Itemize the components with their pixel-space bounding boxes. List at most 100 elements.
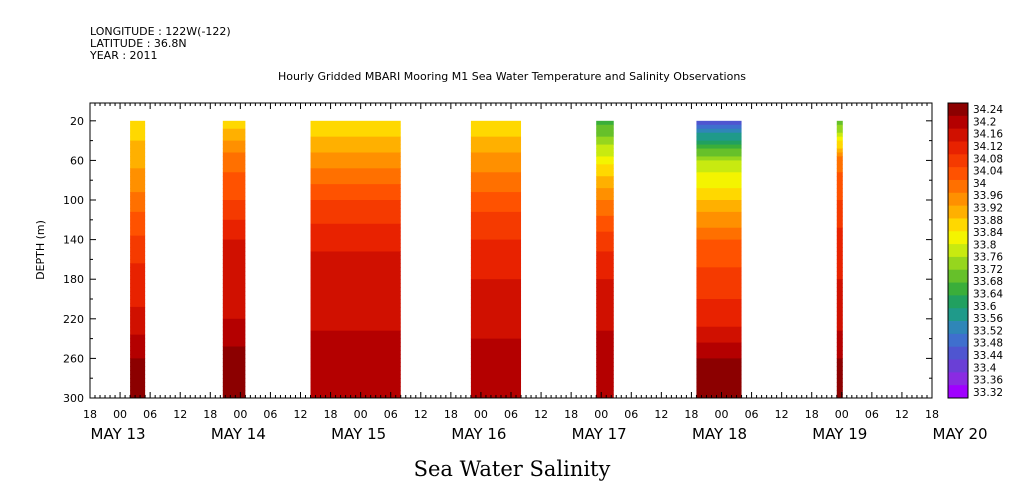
heat-cell xyxy=(470,251,522,256)
heat-cell xyxy=(696,196,742,201)
x-tick-label: 00 xyxy=(233,408,247,421)
heat-cell xyxy=(836,279,843,284)
heat-cell xyxy=(836,231,843,237)
heat-cell xyxy=(310,362,401,367)
heat-cell xyxy=(222,334,246,340)
heat-cell xyxy=(310,326,401,332)
heat-cell xyxy=(696,176,742,181)
heat-cell xyxy=(836,338,843,344)
heat-cell xyxy=(596,306,614,312)
heat-cell xyxy=(310,310,401,316)
heat-cell xyxy=(836,152,843,157)
heat-cell xyxy=(470,164,522,169)
heat-cell xyxy=(130,279,146,284)
latitude-label: LATITUDE : 36.8N xyxy=(90,37,187,50)
heat-cell xyxy=(470,136,522,142)
heat-cell xyxy=(836,326,843,332)
heat-cell xyxy=(470,299,522,304)
heat-cell xyxy=(310,251,401,256)
heat-cell xyxy=(696,354,742,359)
heat-cell xyxy=(470,263,522,268)
heat-cell xyxy=(470,267,522,272)
bottom-title: Sea Water Salinity xyxy=(414,457,611,481)
heat-cell xyxy=(596,168,614,173)
heat-cell xyxy=(222,354,246,359)
heat-cell xyxy=(222,350,246,355)
heat-cell xyxy=(696,358,742,363)
heat-cell xyxy=(470,283,522,288)
x-tick-label: 12 xyxy=(294,408,308,421)
heat-cell xyxy=(596,144,614,150)
heat-cell xyxy=(222,283,246,288)
heat-cell xyxy=(310,124,401,130)
heat-cell xyxy=(836,306,843,312)
heat-cell xyxy=(696,283,742,288)
heat-cell xyxy=(696,390,742,395)
heat-cell xyxy=(596,275,614,280)
heat-cell xyxy=(836,132,843,138)
heat-cell xyxy=(696,275,742,280)
data-segment xyxy=(696,120,742,399)
heat-cell xyxy=(310,211,401,217)
heat-cell xyxy=(310,188,401,193)
heat-cell xyxy=(130,283,146,288)
heat-cell xyxy=(222,120,246,126)
heat-cell xyxy=(470,148,522,153)
x-tick-label: 00 xyxy=(715,408,729,421)
heat-cell xyxy=(696,192,742,197)
heatmap-layer xyxy=(130,120,843,399)
heat-cell xyxy=(310,207,401,213)
heat-cell xyxy=(836,267,843,272)
heat-cell xyxy=(696,362,742,367)
colorbar-frame xyxy=(947,102,969,399)
heat-cell xyxy=(836,223,843,229)
x-tick-label: 12 xyxy=(534,408,548,421)
heat-cell xyxy=(696,279,742,284)
heat-cell xyxy=(836,366,843,371)
heat-cell xyxy=(310,322,401,328)
heat-cell xyxy=(696,235,742,241)
heat-cell xyxy=(130,219,146,225)
heat-cell xyxy=(310,283,401,288)
heat-cell xyxy=(596,291,614,296)
heat-cell xyxy=(696,378,742,383)
data-segment xyxy=(596,120,614,399)
heat-cell xyxy=(130,243,146,249)
heat-cell xyxy=(222,263,246,268)
heat-cell xyxy=(130,124,146,130)
heat-cell xyxy=(696,271,742,276)
heat-cell xyxy=(310,263,401,268)
heat-cell xyxy=(836,192,843,197)
y-tick-label: 140 xyxy=(63,234,84,247)
x-tick-label: 00 xyxy=(835,408,849,421)
heat-cell xyxy=(836,322,843,328)
colorbar-label: 34.16 xyxy=(973,129,1003,141)
x-tick-label: 00 xyxy=(113,408,127,421)
heat-cell xyxy=(222,366,246,371)
heat-cell xyxy=(696,306,742,312)
colorbar-label: 33.64 xyxy=(973,289,1003,301)
heat-cell xyxy=(470,247,522,252)
heat-cell xyxy=(130,160,146,165)
heat-cell xyxy=(696,219,742,225)
heat-cell xyxy=(130,251,146,256)
heat-cell xyxy=(696,334,742,340)
heat-cell xyxy=(130,338,146,344)
y-tick-label: 100 xyxy=(63,194,84,207)
heat-cell xyxy=(310,120,401,126)
heat-cell xyxy=(696,160,742,165)
heat-cell xyxy=(222,287,246,292)
heat-cell xyxy=(222,302,246,308)
heat-cell xyxy=(222,219,246,225)
heat-cell xyxy=(470,382,522,387)
heat-cell xyxy=(470,203,522,209)
heat-cell xyxy=(310,318,401,324)
heat-cell xyxy=(310,378,401,383)
x-tick-label: 06 xyxy=(624,408,638,421)
heat-cell xyxy=(222,279,246,284)
heat-cell xyxy=(696,386,742,391)
heat-cell xyxy=(836,168,843,173)
heat-cell xyxy=(836,239,843,245)
heat-cell xyxy=(596,287,614,292)
y-tick-label: 180 xyxy=(63,273,84,286)
